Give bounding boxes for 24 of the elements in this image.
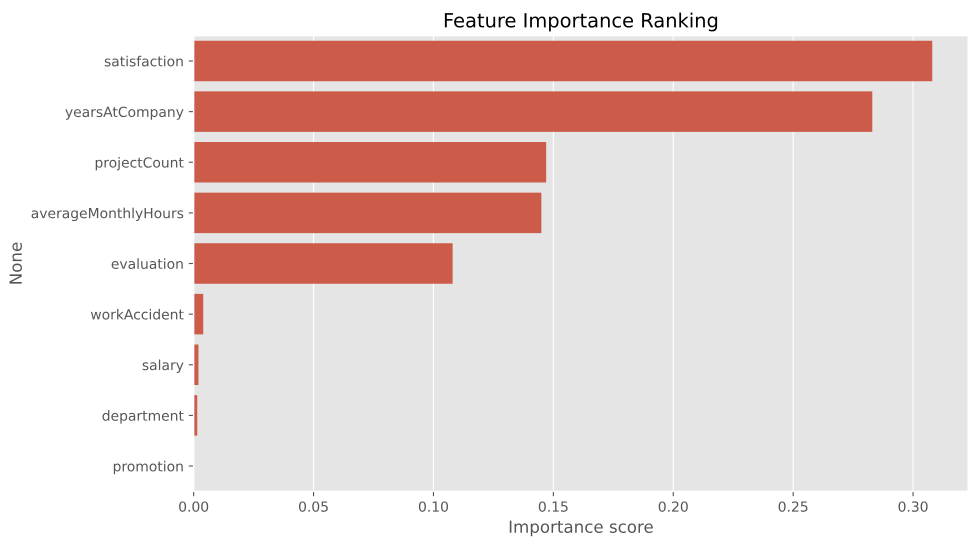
y-axis-title: None [10,242,22,284]
bar [194,192,542,234]
x-tick-label: 0.20 [658,501,688,512]
bar [194,243,453,284]
bar [194,142,546,183]
y-tick-label: department [102,410,184,424]
x-tick-label: 0.00 [179,501,208,512]
y-tick-label: averageMonthlyHours [32,208,184,222]
y-tick-label: projectCount [96,156,184,170]
y-tick-label: workAccident [90,308,184,320]
x-tick-label: 0.05 [299,501,328,512]
bar [194,40,932,82]
x-tick-label: 0.15 [538,501,568,512]
x-axis-title: Importance score [510,520,653,536]
y-tick-label: evaluation [112,258,183,269]
x-tick-label: 0.10 [418,501,448,512]
chart-title: Feature Importance Ranking [444,12,718,32]
y-tick-label: satisfaction [104,56,183,66]
x-tick-label: 0.30 [898,501,928,512]
x-tick-label: 0.25 [778,501,808,512]
y-tick-label: yearsAtCompany [65,106,184,120]
bar [194,91,872,132]
y-tick-label: promotion [114,460,183,474]
y-tick-label: salary [142,360,184,373]
